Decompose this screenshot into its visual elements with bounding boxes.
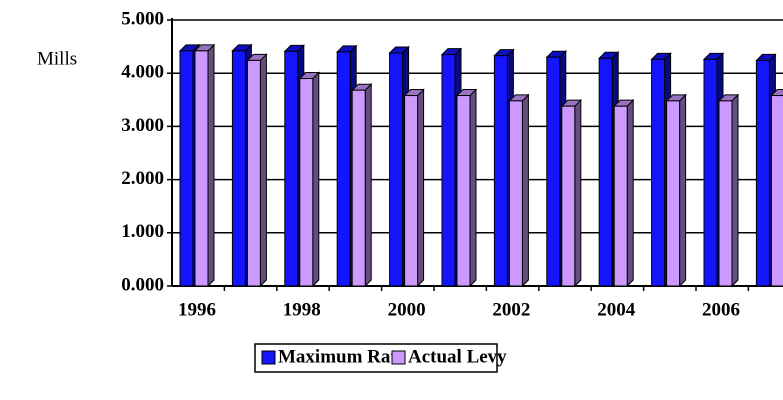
bar-side bbox=[259, 53, 267, 288]
bar-side bbox=[731, 93, 739, 288]
bar-side bbox=[521, 93, 529, 288]
x-tick-label: 1998 bbox=[283, 299, 321, 320]
bar-side bbox=[207, 43, 215, 288]
bar-side bbox=[469, 88, 477, 288]
bar bbox=[718, 100, 733, 287]
bar bbox=[231, 50, 246, 287]
bar-side bbox=[364, 83, 372, 288]
x-tick-label: 2000 bbox=[388, 299, 426, 320]
y-axis-label: Mills bbox=[37, 48, 77, 69]
bar-side bbox=[626, 98, 634, 288]
legend-swatch bbox=[261, 350, 276, 365]
bar bbox=[561, 105, 576, 287]
legend-label: Maximum Rate bbox=[278, 346, 405, 367]
bar-side bbox=[679, 93, 687, 288]
bar bbox=[770, 95, 783, 287]
y-tick-label: 4.000 bbox=[121, 62, 164, 83]
bar bbox=[703, 58, 718, 287]
y-tick-label: 5.000 bbox=[121, 8, 164, 29]
legend-label: Actual Levy bbox=[408, 346, 507, 367]
x-tick-label: 2002 bbox=[492, 299, 530, 320]
bar bbox=[179, 50, 194, 287]
bar bbox=[598, 57, 613, 287]
bar-side bbox=[574, 98, 582, 288]
legend-swatch bbox=[391, 350, 406, 365]
bar bbox=[299, 78, 314, 287]
bar bbox=[351, 89, 366, 287]
bar bbox=[404, 95, 419, 287]
bar-side bbox=[417, 88, 425, 288]
y-tick-label: 0.000 bbox=[121, 274, 164, 295]
bar bbox=[389, 52, 404, 287]
bar bbox=[546, 56, 561, 287]
bar bbox=[755, 59, 770, 287]
bar bbox=[284, 50, 299, 287]
y-tick-label: 2.000 bbox=[121, 168, 164, 189]
x-tick-label: 1996 bbox=[178, 299, 216, 320]
x-tick-label: 2006 bbox=[702, 299, 740, 320]
y-tick-label: 1.000 bbox=[121, 221, 164, 242]
bar bbox=[613, 105, 628, 287]
bar bbox=[508, 100, 523, 287]
bar bbox=[336, 51, 351, 287]
bar bbox=[441, 54, 456, 287]
bar bbox=[493, 55, 508, 287]
x-tick-label: 2004 bbox=[597, 299, 636, 320]
bar bbox=[194, 50, 209, 287]
bar bbox=[666, 100, 681, 287]
bar bbox=[651, 58, 666, 287]
bar bbox=[456, 95, 471, 287]
legend-box bbox=[254, 343, 498, 373]
bar bbox=[246, 59, 261, 287]
bar-side bbox=[312, 71, 320, 288]
y-tick-label: 3.000 bbox=[121, 115, 164, 136]
